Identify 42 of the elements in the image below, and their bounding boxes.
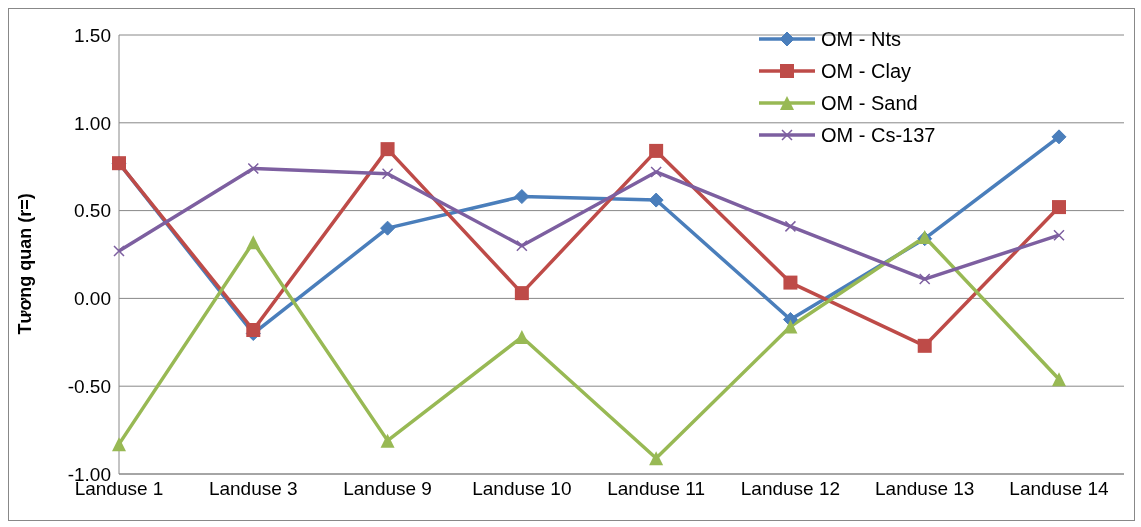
point bbox=[514, 286, 529, 301]
y-tick-label: 1.00 bbox=[74, 112, 111, 134]
point bbox=[113, 245, 125, 257]
legend-label: OM - Clay bbox=[821, 59, 911, 84]
point bbox=[514, 189, 530, 205]
legend-label: OM - Sand bbox=[821, 91, 918, 116]
x-tick-label: Landuse 9 bbox=[343, 478, 432, 500]
point bbox=[1053, 229, 1065, 241]
point bbox=[649, 451, 664, 466]
point bbox=[112, 437, 126, 452]
x-tick-label: Landuse 14 bbox=[1009, 478, 1110, 500]
point bbox=[380, 220, 396, 236]
x-tick-label: Landuse 13 bbox=[875, 478, 975, 500]
point bbox=[650, 166, 662, 178]
y-tick-label: 1.50 bbox=[74, 24, 111, 46]
y-tick-label: 0.00 bbox=[74, 288, 111, 310]
x-tick-label: Landuse 10 bbox=[472, 478, 572, 500]
point bbox=[380, 433, 395, 448]
point bbox=[917, 338, 932, 353]
x-tick-label: Landuse 12 bbox=[740, 478, 841, 500]
x-tick-label: Landuse 11 bbox=[607, 478, 706, 500]
point bbox=[783, 275, 798, 290]
y-tick-label: 0.50 bbox=[74, 200, 111, 222]
point bbox=[648, 192, 664, 208]
point bbox=[649, 143, 664, 158]
legend-label: OM - Nts bbox=[821, 27, 901, 52]
point bbox=[1052, 200, 1066, 215]
point bbox=[1052, 372, 1066, 387]
y-tick-label: -0.50 bbox=[67, 375, 111, 397]
point bbox=[783, 319, 798, 334]
point bbox=[514, 330, 529, 345]
legend-label: OM - Cs-137 bbox=[821, 123, 936, 148]
point bbox=[380, 142, 395, 157]
point bbox=[784, 220, 797, 233]
y-axis-title: Tương quan (r=) bbox=[15, 193, 36, 335]
point bbox=[918, 273, 931, 285]
point bbox=[381, 167, 394, 180]
x-tick-label: Landuse 3 bbox=[208, 478, 298, 500]
point bbox=[1051, 129, 1067, 145]
point bbox=[247, 162, 260, 175]
point bbox=[246, 235, 261, 250]
point bbox=[516, 239, 528, 252]
